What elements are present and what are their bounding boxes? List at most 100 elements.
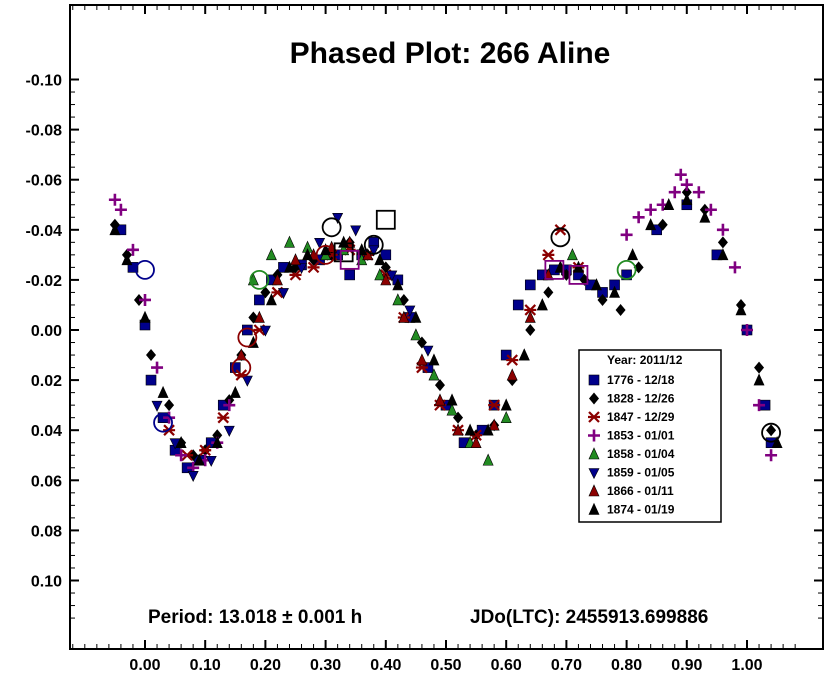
data-point — [572, 260, 584, 273]
data-point — [163, 411, 176, 424]
data-point — [290, 253, 301, 266]
data-point — [139, 310, 151, 323]
data-point — [753, 399, 766, 412]
chart-title: Phased Plot: 266 Aline — [290, 37, 611, 70]
data-point — [434, 379, 445, 392]
data-point — [657, 218, 668, 231]
x-tick-label: 0.60 — [491, 657, 522, 674]
data-point — [500, 410, 512, 423]
data-point — [506, 354, 519, 366]
data-point — [500, 349, 512, 361]
data-point — [151, 361, 164, 374]
data-point — [139, 293, 151, 306]
data-point — [386, 270, 398, 282]
data-point — [235, 348, 247, 361]
data-point — [716, 223, 729, 236]
data-point — [344, 269, 355, 281]
data-point — [374, 268, 386, 281]
highlight-marker — [568, 264, 589, 285]
data-point — [260, 286, 271, 299]
highlight-marker — [321, 217, 342, 238]
data-point — [524, 279, 536, 291]
data-point — [230, 362, 241, 373]
data-point — [446, 393, 458, 406]
data-point — [627, 248, 639, 261]
data-point — [668, 186, 681, 199]
data-point — [488, 399, 501, 411]
data-point — [199, 444, 212, 457]
legend-label: 1776 - 12/18 — [607, 373, 675, 387]
highlight-marker — [544, 259, 565, 280]
highlight-marker — [616, 259, 637, 280]
data-point — [525, 324, 536, 336]
legend-marker — [588, 468, 600, 480]
data-point — [392, 278, 404, 291]
data-point — [126, 243, 139, 256]
data-point — [187, 470, 199, 482]
data-point — [157, 385, 169, 398]
data-point — [271, 273, 283, 286]
data-point — [717, 248, 729, 261]
data-point — [681, 186, 692, 199]
data-point — [644, 203, 657, 216]
data-point — [265, 248, 277, 261]
data-point — [681, 193, 693, 206]
data-point — [621, 269, 632, 281]
highlight-marker — [135, 259, 155, 280]
legend-marker — [588, 502, 600, 515]
data-point — [680, 178, 693, 191]
data-point — [398, 310, 410, 323]
x-tick-label: 0.20 — [250, 657, 281, 674]
data-point — [410, 328, 422, 341]
data-point — [175, 436, 187, 449]
jdo-text: JDo(LTC): 2455913.699886 — [470, 607, 708, 628]
data-point — [543, 286, 554, 299]
data-point — [217, 411, 230, 424]
data-point — [464, 423, 476, 436]
data-point — [470, 436, 482, 449]
data-point — [265, 293, 277, 306]
x-tick-label: 1.00 — [731, 657, 762, 674]
legend-label: 1858 - 01/04 — [607, 447, 675, 461]
legend-label: 1853 - 01/01 — [607, 429, 675, 443]
x-tick-label: 0.90 — [671, 657, 702, 674]
data-point — [645, 218, 657, 231]
series-5 — [151, 212, 434, 482]
data-point — [241, 375, 253, 387]
x-tick-label: 0.70 — [551, 657, 582, 674]
highlight-marker — [153, 412, 173, 433]
data-point — [542, 249, 555, 261]
data-point — [380, 273, 392, 286]
data-point — [699, 203, 710, 216]
data-point — [314, 238, 326, 249]
data-point — [754, 361, 765, 374]
data-point — [609, 285, 621, 298]
legend-marker — [588, 374, 600, 386]
period-text: Period: 13.018 ± 0.001 h — [148, 607, 362, 628]
y-tick-label: -0.08 — [26, 123, 63, 140]
legend-label: 1828 - 12/26 — [607, 392, 675, 406]
data-point — [632, 211, 645, 224]
data-point — [109, 223, 121, 236]
data-point — [284, 235, 295, 248]
data-point — [296, 263, 308, 275]
data-point — [615, 303, 626, 316]
data-point — [741, 324, 753, 336]
data-point — [422, 345, 434, 357]
x-tick-label: 0.30 — [310, 657, 341, 674]
legend-label: 1859 - 01/05 — [607, 466, 675, 480]
data-point — [506, 368, 518, 381]
data-point — [211, 436, 223, 449]
data-point — [735, 303, 747, 316]
highlight-marker — [363, 234, 384, 255]
legend-marker — [588, 484, 600, 497]
data-point — [350, 225, 362, 237]
data-point — [320, 243, 332, 256]
data-point — [518, 348, 530, 361]
highlight-marker — [761, 422, 781, 443]
data-point — [663, 198, 675, 211]
data-point — [223, 425, 235, 437]
data-point — [164, 399, 175, 412]
data-point — [392, 293, 404, 306]
y-tick-label: 0.04 — [31, 423, 62, 440]
